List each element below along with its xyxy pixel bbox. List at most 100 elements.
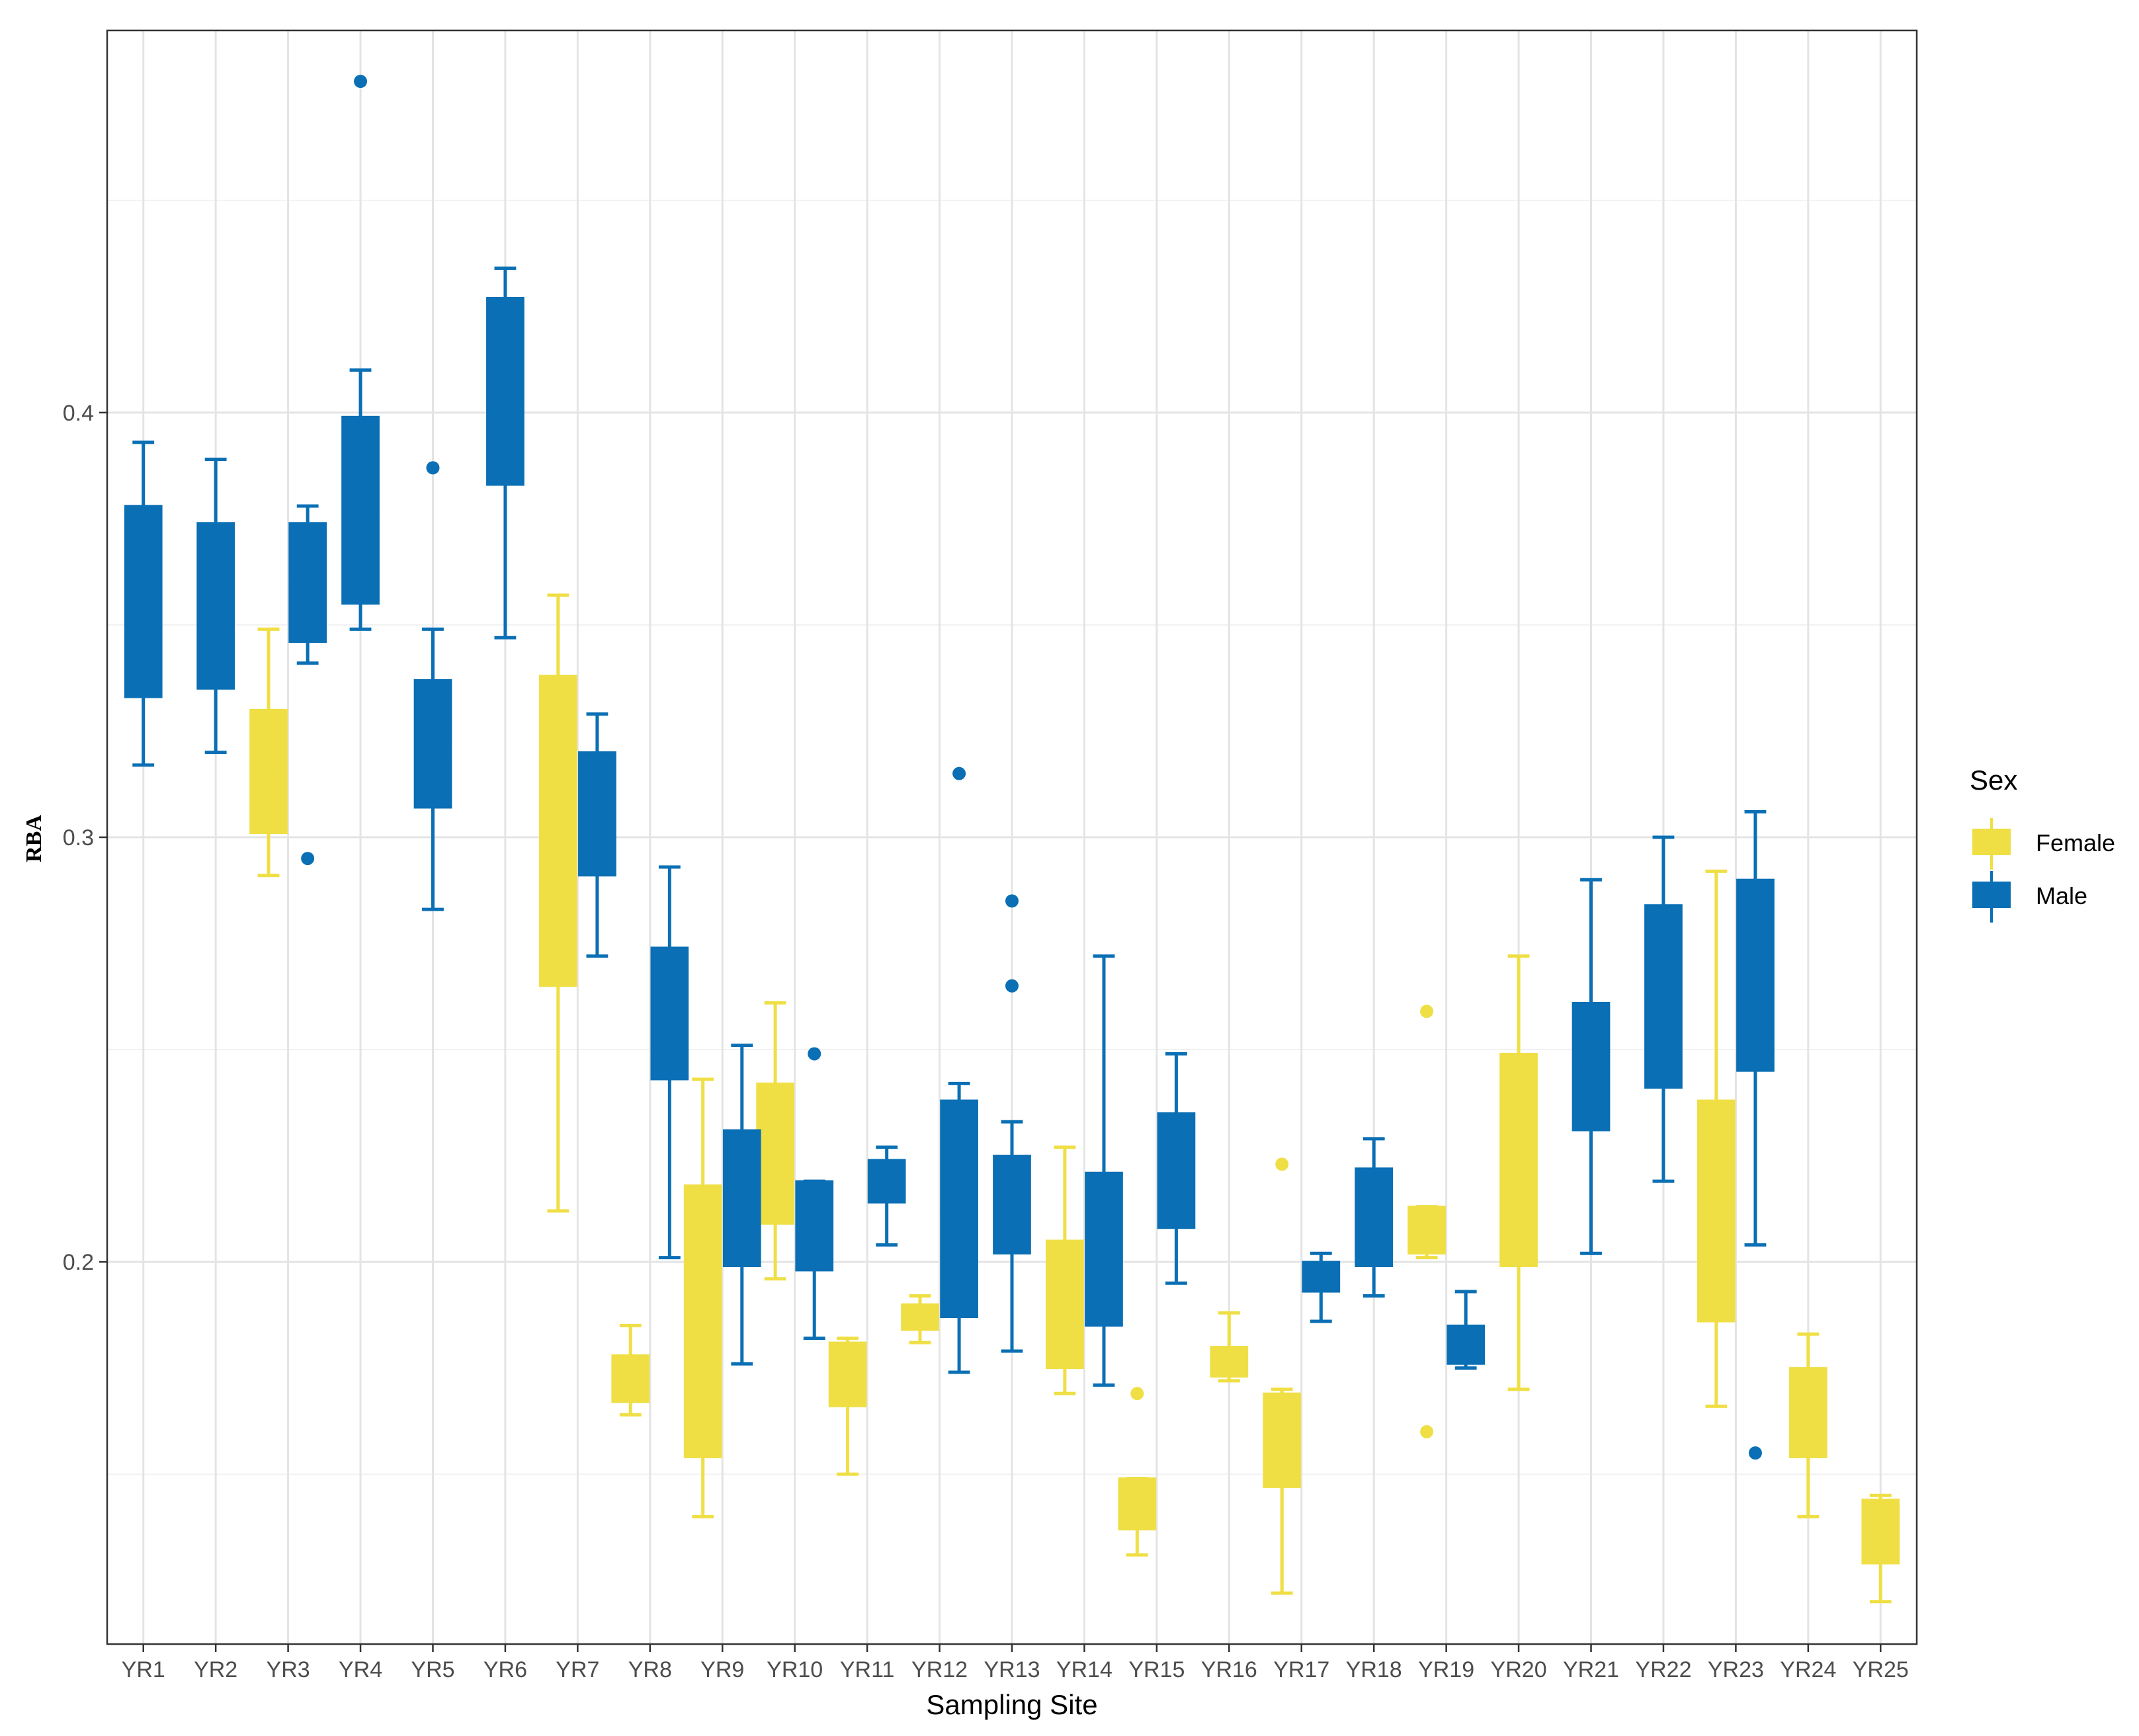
x-axis-title: Sampling Site: [926, 1689, 1097, 1720]
box-iqr: [756, 1082, 794, 1225]
box-iqr: [341, 415, 380, 605]
box-iqr: [683, 1184, 722, 1458]
box-male-yr22: [1644, 835, 1683, 1183]
x-tick-label: YR16: [1201, 1657, 1257, 1682]
x-tick-label: YR19: [1418, 1657, 1474, 1682]
y-tick-label: 0.3: [63, 825, 94, 850]
outlier-point: [1005, 894, 1019, 908]
x-tick-label: YR12: [911, 1657, 968, 1682]
outlier-point: [426, 461, 440, 475]
box-iqr: [940, 1099, 978, 1319]
box-iqr: [538, 675, 577, 987]
outlier-point: [301, 852, 315, 866]
y-tick-label: 0.4: [63, 401, 94, 426]
x-tick-label: YR5: [411, 1657, 454, 1682]
legend-key-swatch: [1972, 829, 2011, 855]
x-tick-label: YR7: [556, 1657, 599, 1682]
x-tick-label: YR24: [1780, 1657, 1836, 1682]
x-tick-label: YR10: [767, 1657, 823, 1682]
box-iqr: [196, 522, 235, 690]
box-iqr: [1499, 1052, 1538, 1268]
legend-key-swatch: [1972, 882, 2011, 908]
box-iqr: [1861, 1499, 1900, 1565]
box-iqr: [1157, 1112, 1196, 1229]
box-iqr: [1572, 1001, 1611, 1132]
box-iqr: [578, 751, 616, 877]
legend: Sex Female Male: [1970, 765, 2115, 923]
outlier-point: [1005, 979, 1019, 993]
box-male-yr14: [1085, 954, 1123, 1387]
legend-title: Sex: [1970, 765, 2017, 796]
legend-entry-female: Female: [1972, 818, 2115, 870]
outlier-point: [354, 75, 368, 89]
x-tick-label: YR4: [339, 1657, 382, 1682]
box-male-yr13: [993, 894, 1031, 1353]
box-iqr: [1407, 1206, 1446, 1255]
box-female-yr14: [1046, 1145, 1084, 1395]
x-tick-label: YR6: [483, 1657, 527, 1682]
box-iqr: [1447, 1324, 1486, 1365]
outlier-point: [1275, 1157, 1289, 1171]
x-tick-label: YR2: [194, 1657, 237, 1682]
box-iqr: [1788, 1367, 1827, 1458]
box-iqr: [650, 946, 689, 1081]
box-iqr: [993, 1155, 1031, 1255]
box-iqr: [1697, 1099, 1736, 1323]
x-tick-label: YR1: [122, 1657, 165, 1682]
box-male-yr19: [1447, 1290, 1486, 1370]
outlier-point: [1420, 1005, 1434, 1018]
box-female-yr12: [901, 1294, 939, 1344]
box-iqr: [1355, 1167, 1394, 1268]
box-male-yr5: [413, 461, 452, 911]
box-male-yr23: [1736, 809, 1775, 1460]
box-male-yr21: [1572, 878, 1611, 1255]
box-male-yr15: [1157, 1052, 1196, 1285]
box-female-yr25: [1861, 1493, 1900, 1604]
box-female-yr16: [1210, 1311, 1249, 1383]
box-layer: [124, 75, 1900, 1604]
outlier-point: [1420, 1425, 1434, 1438]
box-female-yr20: [1499, 954, 1538, 1391]
box-male-yr3: [288, 504, 327, 866]
box-female-yr9: [683, 1077, 722, 1518]
outlier-point: [1748, 1446, 1762, 1460]
x-tick-label: YR13: [984, 1657, 1040, 1682]
outlier-point: [952, 766, 966, 780]
box-iqr: [1302, 1261, 1341, 1293]
box-male-yr2: [196, 458, 235, 755]
box-male-yr17: [1302, 1251, 1341, 1323]
x-tick-label: YR23: [1708, 1657, 1764, 1682]
box-iqr: [1736, 878, 1775, 1072]
box-male-yr6: [486, 267, 524, 640]
legend-label: Female: [2036, 829, 2115, 856]
legend-label: Male: [2036, 882, 2087, 909]
x-tick-label: YR8: [628, 1657, 672, 1682]
box-female-yr11: [828, 1337, 867, 1476]
box-female-yr10: [756, 1001, 794, 1281]
box-female-yr19: [1407, 1005, 1446, 1438]
box-male-yr8: [650, 865, 689, 1260]
x-tick-label: YR25: [1853, 1657, 1909, 1682]
box-male-yr12: [940, 766, 978, 1374]
box-male-yr11: [867, 1145, 906, 1247]
outlier-point: [1130, 1387, 1144, 1401]
box-male-yr9: [722, 1044, 761, 1366]
box-female-yr17: [1263, 1157, 1302, 1595]
box-iqr: [1263, 1392, 1302, 1488]
box-iqr: [1644, 904, 1683, 1089]
box-female-yr7: [538, 593, 577, 1213]
box-male-yr10: [795, 1047, 834, 1341]
box-female-yr23: [1697, 869, 1736, 1408]
box-iqr: [124, 505, 163, 698]
axis-layer: 0.2 0.3 0.4 YR1 YR2 YR3 YR4 YR5 YR6 YR7 YR8 YR9 YR10…: [63, 401, 1909, 1682]
box-female-yr3: [249, 627, 288, 878]
box-male-yr1: [124, 440, 163, 767]
outlier-point: [808, 1047, 821, 1061]
box-iqr: [611, 1354, 650, 1403]
box-female-yr15: [1118, 1387, 1157, 1557]
box-male-yr4: [341, 75, 380, 631]
x-tick-label: YR17: [1273, 1657, 1329, 1682]
x-tick-label: YR3: [267, 1657, 310, 1682]
